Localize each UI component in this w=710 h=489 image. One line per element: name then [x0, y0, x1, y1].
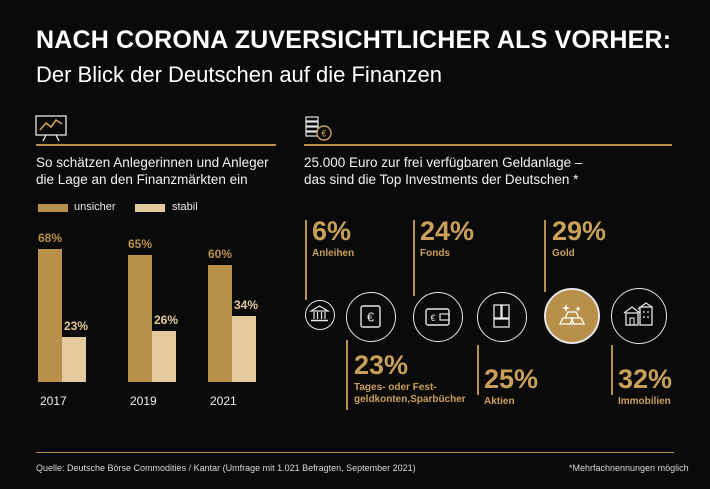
pct-gold: 29%: [552, 216, 607, 246]
bar-unsicher-2021: [208, 265, 232, 382]
label-immobilien: Immobilien: [618, 396, 671, 407]
euro-safe-icon: €: [360, 305, 381, 328]
bar-label-stabil-2017: 23%: [64, 319, 89, 334]
label-tagesgeld: Tages- oder Fest- geldkonten,Sparbücher: [354, 382, 466, 406]
bar-stabil-2017: [62, 337, 86, 382]
svg-text:€: €: [367, 310, 375, 325]
label-gold: Gold: [552, 248, 575, 259]
bar-label-unsicher-2021: 60%: [208, 247, 233, 261]
right-rule: [304, 144, 672, 146]
left-title: So schätzen Anlegerinnen und Anleger die…: [36, 154, 269, 188]
gold-bars-icon: [558, 304, 586, 325]
pct-anleihen: 6%: [312, 216, 352, 246]
footer-note: *Mehrfachnennungen möglich: [569, 463, 689, 473]
svg-text:€: €: [430, 313, 435, 323]
right-title-line1: 25.000 Euro zur frei verfügbaren Geldanl…: [304, 155, 583, 170]
stem-tagesgeld: [346, 340, 348, 410]
pct-aktien: 25%: [484, 364, 539, 394]
footer-rule: [36, 452, 674, 453]
right-title-line2: das sind die Top Investments der Deutsch…: [304, 172, 579, 187]
circle-gold: [544, 288, 600, 344]
label-fonds: Fonds: [420, 248, 450, 259]
pct-immobilien: 32%: [618, 364, 673, 394]
bar-unsicher-2019: [128, 255, 152, 382]
bar-stabil-2021: [232, 315, 256, 382]
bar-label-unsicher-2017: 68%: [38, 231, 63, 246]
circle-tagesgeld: €: [346, 292, 396, 342]
bar-unsicher-2017: [38, 249, 62, 382]
year-label-2017: 2017: [40, 394, 67, 408]
bar-label-stabil-2019: 26%: [154, 313, 179, 328]
footer-source: Quelle: Deutsche Börse Commodities / Kan…: [36, 463, 416, 473]
stem-fonds: [413, 220, 415, 296]
stem-aktien: [477, 345, 479, 395]
euro-coins-icon: €: [305, 116, 332, 141]
subline: Der Blick der Deutschen auf die Finanzen: [36, 62, 442, 87]
stem-gold: [544, 220, 546, 292]
right-title: 25.000 Euro zur frei verfügbaren Geldanl…: [304, 154, 582, 188]
circle-immobilien: [611, 288, 667, 344]
left-rule: [36, 144, 276, 146]
headline: NACH CORONA ZUVERSICHTLICHER ALS VORHER:: [36, 26, 672, 54]
legend-swatch-unsicher: [38, 204, 68, 212]
year-label-2019: 2019: [130, 394, 157, 408]
wallet-icon: €: [425, 308, 450, 326]
stem-anleihen: [305, 220, 307, 300]
bank-building-icon: [308, 305, 331, 322]
year-label-2021: 2021: [210, 394, 237, 408]
bar-stabil-2019: [152, 331, 176, 382]
bar-label-stabil-2021: 34%: [234, 297, 259, 312]
legend-label-unsicher: unsicher: [74, 201, 116, 213]
left-title-line2: die Lage an den Finanzmärkten ein: [36, 172, 248, 187]
stock-certificate-icon: [493, 304, 510, 328]
left-title-line1: So schätzen Anlegerinnen und Anleger: [36, 155, 269, 170]
trend-chart-icon: [35, 115, 67, 142]
bar-label-unsicher-2019: 65%: [128, 237, 153, 252]
label-anleihen: Anleihen: [312, 248, 355, 259]
circle-fonds: €: [413, 292, 463, 342]
houses-icon: [623, 302, 653, 326]
circle-aktien: [477, 292, 527, 342]
label-tagesgeld-line2: geldkonten,Sparbücher: [354, 394, 466, 405]
pct-tagesgeld: 23%: [354, 350, 409, 380]
stem-immobilien: [611, 345, 613, 395]
circle-anleihen: [305, 300, 335, 330]
label-tagesgeld-line1: Tages- oder Fest-: [354, 382, 437, 393]
label-aktien: Aktien: [484, 396, 515, 407]
svg-text:€: €: [321, 129, 326, 139]
pct-fonds: 24%: [420, 216, 475, 246]
legend-label-stabil: stabil: [172, 201, 198, 213]
legend-swatch-stabil: [135, 204, 165, 212]
